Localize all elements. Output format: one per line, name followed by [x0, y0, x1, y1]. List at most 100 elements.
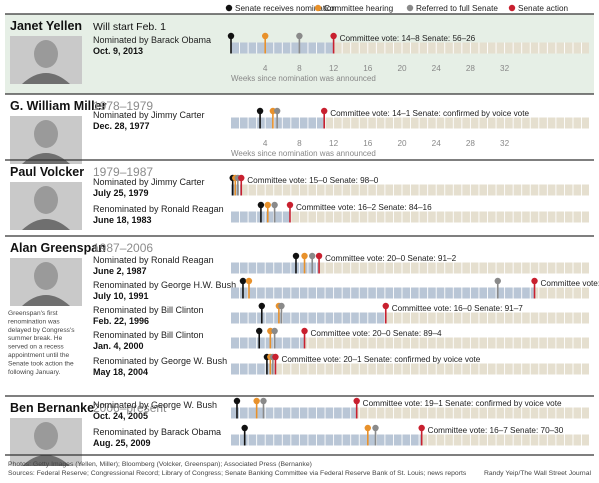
- timeline-track: [231, 407, 589, 419]
- source-credits: Sources: Federal Reserve; Congressional …: [8, 470, 467, 477]
- nomination-received-marker-dot: [227, 32, 235, 40]
- nominated-by: Nominated by George W. Bush: [93, 400, 217, 410]
- nominated-by: Renominated by Bill Clinton: [93, 330, 204, 340]
- side-note: Greenspan's first renomination was delayed…: [8, 310, 75, 376]
- committee-hearing-marker-dot: [301, 252, 308, 260]
- person-name: Janet Yellen: [10, 19, 82, 33]
- nominated-by: Renominated by Ronald Reagan: [93, 204, 224, 214]
- axis-tick-label: 32: [500, 139, 510, 148]
- nominated-by: Renominated by Barack Obama: [93, 427, 221, 437]
- senate-action-marker-dot: [315, 252, 323, 260]
- status-text: Will start Feb. 1: [93, 21, 166, 33]
- elapsed-period: [231, 434, 422, 446]
- axis-tick-label: 28: [466, 139, 476, 148]
- senate-action-marker-dot: [286, 201, 294, 209]
- nomination-received-marker-dot: [233, 397, 241, 405]
- vote-result: Committee vote: 20–1 Senate: confirmed b…: [281, 355, 480, 364]
- nomination-date: Dec. 28, 1977: [93, 121, 150, 131]
- nominated-by: Nominated by Ronald Reagan: [93, 255, 214, 265]
- nomination-date: Jan. 4, 2000: [93, 341, 144, 351]
- nomination-received-marker-dot: [256, 327, 263, 335]
- portrait-photo: [10, 36, 82, 84]
- nomination-date: Oct. 24, 2005: [93, 411, 148, 421]
- person-name: G. William Miller: [10, 99, 107, 113]
- nomination-received-marker-dot: [258, 302, 265, 310]
- senate-action-marker-dot: [330, 32, 337, 40]
- timeline-track: [231, 337, 589, 349]
- highlight-band: [5, 14, 594, 94]
- nomination-date: Oct. 9, 2013: [93, 46, 143, 56]
- vote-result: Committee vote: 19–1 Senate: confirmed b…: [363, 399, 562, 408]
- senate-action-marker-dot: [418, 424, 425, 432]
- timeline-track: [231, 117, 589, 129]
- person-name: Alan Greenspan: [10, 241, 106, 255]
- axis-tick-label: 28: [466, 64, 476, 73]
- nomination-date: Aug. 25, 2009: [93, 438, 151, 448]
- legend-dot: [225, 4, 233, 12]
- legend-dot: [314, 4, 322, 12]
- elapsed-period: [231, 184, 242, 196]
- timeline-track: [231, 262, 589, 274]
- senate-action-marker-dot: [238, 174, 245, 182]
- nomination-date: May 18, 2004: [93, 367, 148, 377]
- term-years: 1987–2006: [93, 241, 153, 255]
- vote-result: Committee vote: 14–8 Senate: 56–26: [340, 34, 476, 43]
- axis-tick-label: 12: [329, 139, 339, 148]
- nominated-by: Renominated by Bill Clinton: [93, 305, 204, 315]
- elapsed-period: [231, 363, 276, 375]
- legend-label: Referred to full Senate: [416, 4, 498, 13]
- vote-result: Committee vote: 16–7 Senate: 70–30: [428, 426, 564, 435]
- axis-tick-label: 32: [500, 64, 510, 73]
- vote-result: Committee vote: 20–0 Senate: 91–2: [325, 254, 457, 263]
- timeline-track: [231, 42, 589, 54]
- vote-result: Committee vote: 20–0 Senate: 89–4: [311, 329, 443, 338]
- axis-tick-label: 24: [432, 139, 442, 148]
- timeline-track: [231, 184, 589, 196]
- senate-action-marker-dot: [382, 302, 389, 310]
- nomination-date: Feb. 22, 1996: [93, 316, 149, 326]
- axis-tick-label: 12: [329, 64, 339, 73]
- nomination-received-marker-dot: [292, 252, 300, 260]
- elapsed-period: [231, 337, 305, 349]
- nomination-date: June 2, 1987: [93, 266, 147, 276]
- nominated-by: Renominated by George H.W. Bush: [93, 280, 236, 290]
- nominated-by: Nominated by Jimmy Carter: [93, 177, 205, 187]
- axis-tick-label: 24: [432, 64, 442, 73]
- committee-hearing-marker-dot: [262, 32, 269, 40]
- legend-dot: [406, 4, 414, 12]
- referred-to-senate-marker-dot: [372, 424, 379, 432]
- axis-tick-label: 16: [363, 139, 373, 148]
- axis-tick-label: 20: [397, 139, 407, 148]
- referred-to-senate-marker-dot: [271, 201, 278, 209]
- referred-to-senate-marker-dot: [296, 32, 303, 40]
- photo-credits: Photos: Getty Images (Yellen, Miller); B…: [8, 461, 312, 468]
- term-years: 1978–1979: [93, 99, 153, 113]
- axis-tick-label: 4: [263, 64, 268, 73]
- committee-hearing-marker-dot: [364, 424, 371, 432]
- committee-hearing-marker-dot: [245, 277, 253, 285]
- legend-label: Senate action: [518, 4, 569, 13]
- legend-dot: [508, 4, 516, 12]
- portrait-photo: [10, 258, 82, 306]
- term-years: 1979–1987: [93, 165, 153, 179]
- portrait-photo: [10, 116, 82, 164]
- senate-action-marker-dot: [531, 277, 538, 285]
- axis-caption: Weeks since nomination was announced: [231, 74, 376, 83]
- graphic-credit: Randy Yeip/The Wall Street Journal: [484, 470, 592, 477]
- nomination-received-marker-dot: [257, 201, 265, 209]
- timeline-track: [231, 363, 589, 375]
- elapsed-period: [231, 287, 535, 299]
- referred-to-senate-marker-dot: [260, 397, 267, 405]
